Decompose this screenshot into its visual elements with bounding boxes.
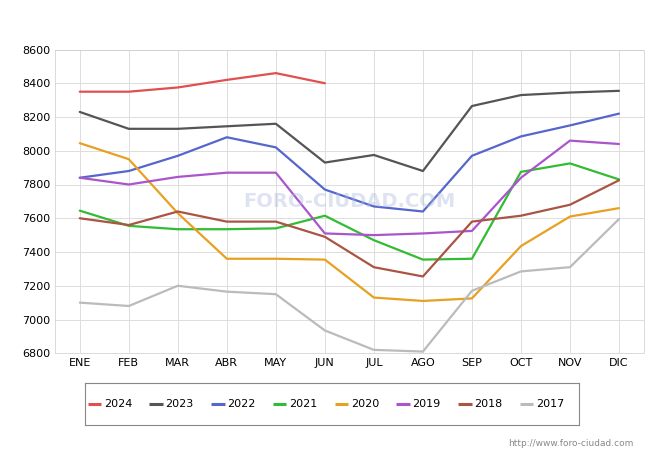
Text: 2023: 2023 — [165, 399, 194, 409]
Text: 2019: 2019 — [412, 399, 441, 409]
Text: 2020: 2020 — [350, 399, 379, 409]
Text: Afiliados en Bétera a 31/5/2024: Afiliados en Bétera a 31/5/2024 — [182, 14, 468, 33]
Text: 2022: 2022 — [227, 399, 255, 409]
Text: 2021: 2021 — [289, 399, 317, 409]
Text: FORO-CIUDAD.COM: FORO-CIUDAD.COM — [243, 192, 456, 211]
Text: 2024: 2024 — [103, 399, 132, 409]
Text: 2017: 2017 — [536, 399, 564, 409]
Text: 2018: 2018 — [474, 399, 502, 409]
Text: http://www.foro-ciudad.com: http://www.foro-ciudad.com — [508, 439, 634, 448]
